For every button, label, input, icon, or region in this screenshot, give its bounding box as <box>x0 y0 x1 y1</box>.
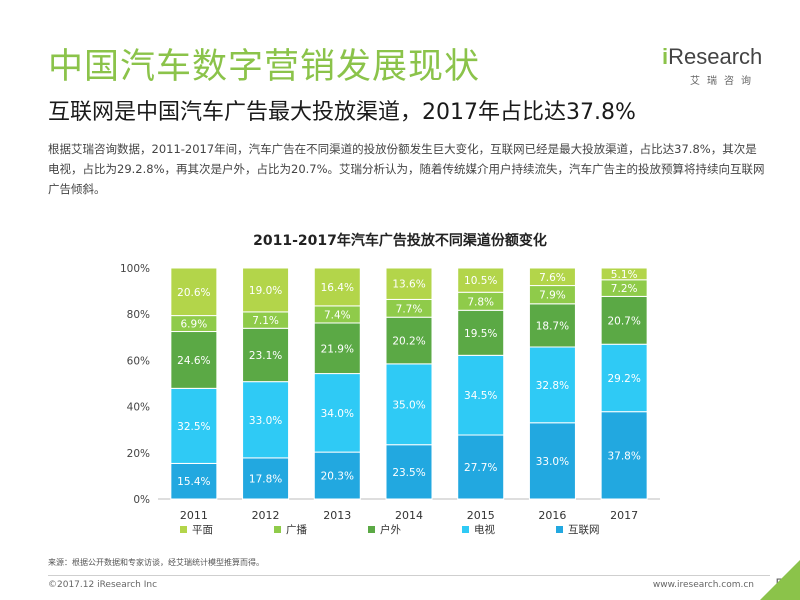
data-label: 33.0% <box>249 415 282 427</box>
legend-label: 户外 <box>380 523 401 536</box>
bar-segment <box>242 327 290 383</box>
source-note: 来源：根据公开数据和专家访谈，经艾瑞统计模型推算而得。 <box>48 558 264 567</box>
bar-segment <box>385 316 433 365</box>
data-label: 7.4% <box>324 309 351 321</box>
data-label: 21.9% <box>321 343 354 355</box>
data-label: 20.6% <box>177 287 210 299</box>
data-label: 32.5% <box>177 421 210 433</box>
data-label: 37.8% <box>607 450 640 462</box>
x-tick-label: 2014 <box>395 509 423 522</box>
legend-swatch <box>556 526 563 533</box>
x-tick-label: 2011 <box>180 509 208 522</box>
x-tick-label: 2016 <box>538 509 566 522</box>
bar-segment <box>457 309 505 356</box>
iresearch-logo: iResearch 艾瑞咨询 <box>662 44 762 88</box>
copyright-text: ©2017.12 iResearch Inc <box>48 580 158 590</box>
y-tick-label: 100% <box>120 263 150 275</box>
bar-segment <box>170 267 218 317</box>
bar-segment <box>528 346 576 424</box>
data-label: 16.4% <box>321 282 354 294</box>
bar-segment <box>313 373 361 453</box>
bar-segment <box>385 444 433 500</box>
corner-decoration <box>760 560 800 600</box>
data-label: 6.9% <box>181 319 208 331</box>
data-label: 27.7% <box>464 462 497 474</box>
bar-segment <box>528 267 576 287</box>
data-label: 34.5% <box>464 390 497 402</box>
bar-segment <box>457 354 505 436</box>
data-label: 29.2% <box>607 373 640 385</box>
page-title: 中国汽车数字营销发展现状 <box>48 47 481 87</box>
x-tick-label: 2013 <box>323 509 351 522</box>
data-label: 20.7% <box>607 315 640 327</box>
data-label: 7.9% <box>539 290 566 302</box>
logo-wordmark: iResearch <box>662 44 762 70</box>
y-tick-label: 0% <box>133 494 150 506</box>
logo-subtitle: 艾瑞咨询 <box>690 76 758 87</box>
logo-prefix: i <box>662 44 669 69</box>
data-label: 23.1% <box>249 350 282 362</box>
x-tick-label: 2015 <box>467 509 495 522</box>
data-label: 35.0% <box>392 399 425 411</box>
bar-segment <box>242 267 290 313</box>
data-label: 7.2% <box>611 283 638 295</box>
legend-swatch <box>462 526 469 533</box>
legend-label: 电视 <box>474 523 495 536</box>
data-label: 20.2% <box>392 336 425 348</box>
data-label: 17.8% <box>249 473 282 485</box>
data-label: 32.8% <box>536 380 569 392</box>
bar-segment <box>313 451 361 500</box>
page-subtitle: 互联网是中国汽车广告最大投放渠道，2017年占比达37.8% <box>48 100 636 125</box>
x-tick-label: 2017 <box>610 509 638 522</box>
bar-segment <box>457 434 505 500</box>
data-label: 24.6% <box>177 355 210 367</box>
y-tick-label: 60% <box>127 355 150 367</box>
logo-name: Research <box>668 44 763 69</box>
bar-segment <box>170 387 218 464</box>
x-tick-label: 2012 <box>252 509 280 522</box>
legend-swatch <box>180 526 187 533</box>
data-label: 19.0% <box>249 285 282 297</box>
bar-segment <box>528 422 576 500</box>
website-text: www.iresearch.com.cn <box>652 580 754 590</box>
data-label: 20.3% <box>321 471 354 483</box>
data-label: 15.4% <box>177 476 210 488</box>
y-tick-label: 20% <box>127 448 150 460</box>
chart-title: 2011-2017年汽车广告投放不同渠道份额变化 <box>253 233 547 249</box>
data-label: 23.5% <box>392 467 425 479</box>
data-label: 13.6% <box>392 279 425 291</box>
bar-segment <box>385 267 433 300</box>
bar-segment <box>170 331 218 389</box>
bar-segment <box>457 267 505 293</box>
bar-segment <box>600 267 648 281</box>
bar-segment <box>170 462 218 500</box>
bar-segment <box>600 295 648 345</box>
data-label: 7.8% <box>467 296 494 308</box>
data-label: 5.1% <box>611 269 638 281</box>
legend-swatch <box>368 526 375 533</box>
bar-segment <box>385 363 433 446</box>
bar-segment <box>242 457 290 500</box>
legend-label: 互联网 <box>568 524 600 536</box>
data-label: 7.6% <box>539 272 566 284</box>
data-label: 18.7% <box>536 320 569 332</box>
legend-label: 平面 <box>192 524 213 536</box>
legend-label: 广播 <box>286 523 307 536</box>
bar-segment <box>313 267 361 307</box>
y-tick-label: 80% <box>127 309 150 321</box>
bar-segment <box>313 322 361 375</box>
footer-divider <box>48 575 770 576</box>
legend-swatch <box>274 526 281 533</box>
data-label: 7.1% <box>252 315 279 327</box>
y-tick-label: 40% <box>127 402 150 414</box>
data-label: 19.5% <box>464 328 497 340</box>
description-paragraph: 根据艾瑞咨询数据，2011-2017年间，汽车广告在不同渠道的投放份额发生巨大变… <box>48 142 765 196</box>
data-label: 7.7% <box>396 303 423 315</box>
data-label: 33.0% <box>536 456 569 468</box>
stacked-bar-chart: 0% 20% 40% 60% 80% 100% 15.4% 32.5% 24.6% 6.9% 20.… <box>120 263 660 536</box>
data-label: 34.0% <box>321 408 354 420</box>
data-label: 10.5% <box>464 275 497 287</box>
